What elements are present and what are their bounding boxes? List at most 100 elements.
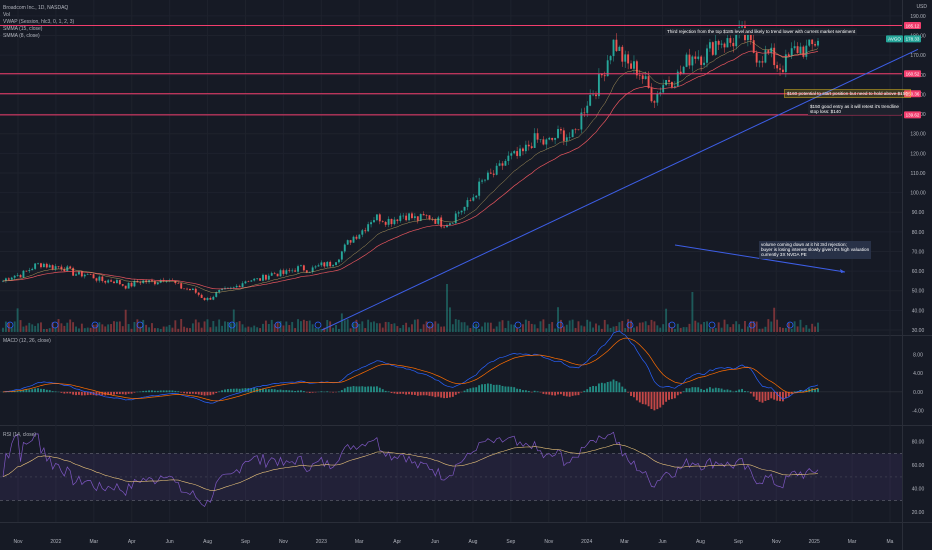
candle-body	[495, 165, 498, 175]
x-tick-label: Sep	[506, 539, 515, 545]
candle-body	[355, 236, 358, 239]
candle	[121, 284, 124, 287]
annotation-160-entry[interactable]: $160 potential to start position but nee…	[784, 89, 911, 99]
volume-bar	[203, 321, 206, 332]
macd-legend[interactable]: MACD (12, 26, close)	[3, 338, 51, 344]
macd-histogram-bar	[226, 389, 229, 393]
candle	[437, 215, 440, 225]
volume-bar	[621, 320, 624, 332]
candle	[381, 220, 384, 223]
macd-histogram-bar	[419, 391, 422, 396]
candle-body	[817, 40, 819, 46]
volume-bar	[428, 326, 431, 332]
volume-bar	[294, 328, 297, 332]
macd-histogram-bar	[434, 391, 437, 398]
macd-histogram-bar	[545, 391, 548, 395]
smma-slow-legend[interactable]: SMMA (15, close)	[3, 26, 43, 32]
volume-bar	[186, 327, 188, 332]
macd-histogram-bar	[586, 389, 589, 393]
candle-body	[51, 265, 54, 270]
volume-bar	[121, 326, 124, 332]
candle	[279, 268, 282, 277]
volume-bar	[764, 326, 767, 332]
volume-bar	[589, 321, 592, 332]
macd-histogram-bar	[54, 391, 57, 393]
x-tick-label: Jun	[431, 539, 439, 545]
candle	[224, 286, 226, 291]
event-marker	[51, 321, 59, 329]
macd-histogram-bar	[755, 391, 758, 400]
candle	[31, 267, 34, 271]
macd-histogram-bar	[437, 391, 440, 397]
candle-body	[89, 274, 92, 275]
macd-histogram-bar	[25, 389, 28, 393]
rsi-legend[interactable]: RSI (14, close)	[3, 432, 37, 438]
volume-bar	[2, 327, 4, 332]
candle	[355, 234, 358, 241]
macd-histogram-bar	[45, 389, 48, 393]
volume-legend[interactable]: Vol	[3, 12, 10, 18]
macd-histogram-bar	[548, 391, 551, 395]
macd-histogram-bar	[189, 391, 191, 394]
annotation-volume[interactable]: volume coming down at it hit 3rd rejecti…	[759, 241, 872, 259]
macd-histogram-bar	[95, 391, 98, 396]
candle	[256, 278, 259, 281]
vwap-legend[interactable]: VWAP (Session, hlc3, 0, 1, 2, 3)	[3, 19, 75, 25]
y-tick-label: 60.00	[912, 269, 925, 275]
candle	[393, 216, 396, 226]
candle	[776, 61, 779, 72]
volume-bar	[545, 328, 548, 332]
candle	[375, 214, 378, 222]
macd-histogram-bar	[238, 388, 241, 393]
candle-body	[110, 280, 113, 282]
volume-bar	[533, 324, 536, 332]
macd-histogram-bar	[349, 386, 352, 393]
volume-bar	[139, 326, 142, 332]
volume-bar	[752, 320, 755, 332]
volume-bar	[60, 323, 63, 332]
volume-bar	[107, 324, 110, 332]
volume-bar	[45, 328, 48, 332]
macd-histogram-bar	[253, 388, 256, 393]
candle	[244, 280, 247, 285]
macd-histogram-bar	[174, 390, 177, 393]
candle-body	[224, 287, 226, 289]
volume-bar	[375, 323, 378, 332]
candle-body	[726, 38, 729, 48]
y-tick-label: 100.00	[910, 191, 926, 197]
macd-histogram-bar	[691, 387, 694, 393]
annotation-150-entry[interactable]: $150 good entry as it will retest it's t…	[808, 103, 901, 116]
volume-bar	[264, 320, 267, 332]
volume-bar	[273, 324, 276, 332]
candle-body	[638, 75, 641, 76]
candle	[486, 170, 489, 181]
volume-bar	[437, 323, 440, 332]
volume-bar	[335, 325, 337, 332]
volume-bar	[484, 322, 486, 332]
macd-histogram-bar	[656, 391, 659, 410]
macd-histogram-bar	[110, 391, 113, 395]
volume-bar	[735, 321, 738, 332]
candle	[189, 288, 191, 291]
candle-body	[811, 39, 814, 45]
candle	[159, 278, 162, 284]
candle-body	[361, 230, 364, 235]
volume-bar	[291, 321, 294, 332]
candle-body	[226, 287, 229, 289]
annotation-top-rejection[interactable]: Third rejection from the top $185 level …	[665, 28, 858, 36]
candle-body	[694, 56, 697, 59]
candle-body	[618, 46, 621, 51]
macd-histogram-bar	[761, 391, 764, 403]
volume-bar	[577, 321, 580, 332]
macd-histogram-bar	[466, 388, 469, 393]
candle-body	[708, 42, 711, 49]
smma-fast-legend[interactable]: SMMA (8, close)	[3, 33, 40, 39]
volume-bar	[665, 308, 668, 332]
candle-body	[390, 218, 393, 225]
candle	[615, 33, 618, 53]
candle	[562, 127, 565, 146]
volume-bar	[817, 322, 819, 332]
candle	[390, 218, 393, 227]
candle	[361, 228, 364, 238]
